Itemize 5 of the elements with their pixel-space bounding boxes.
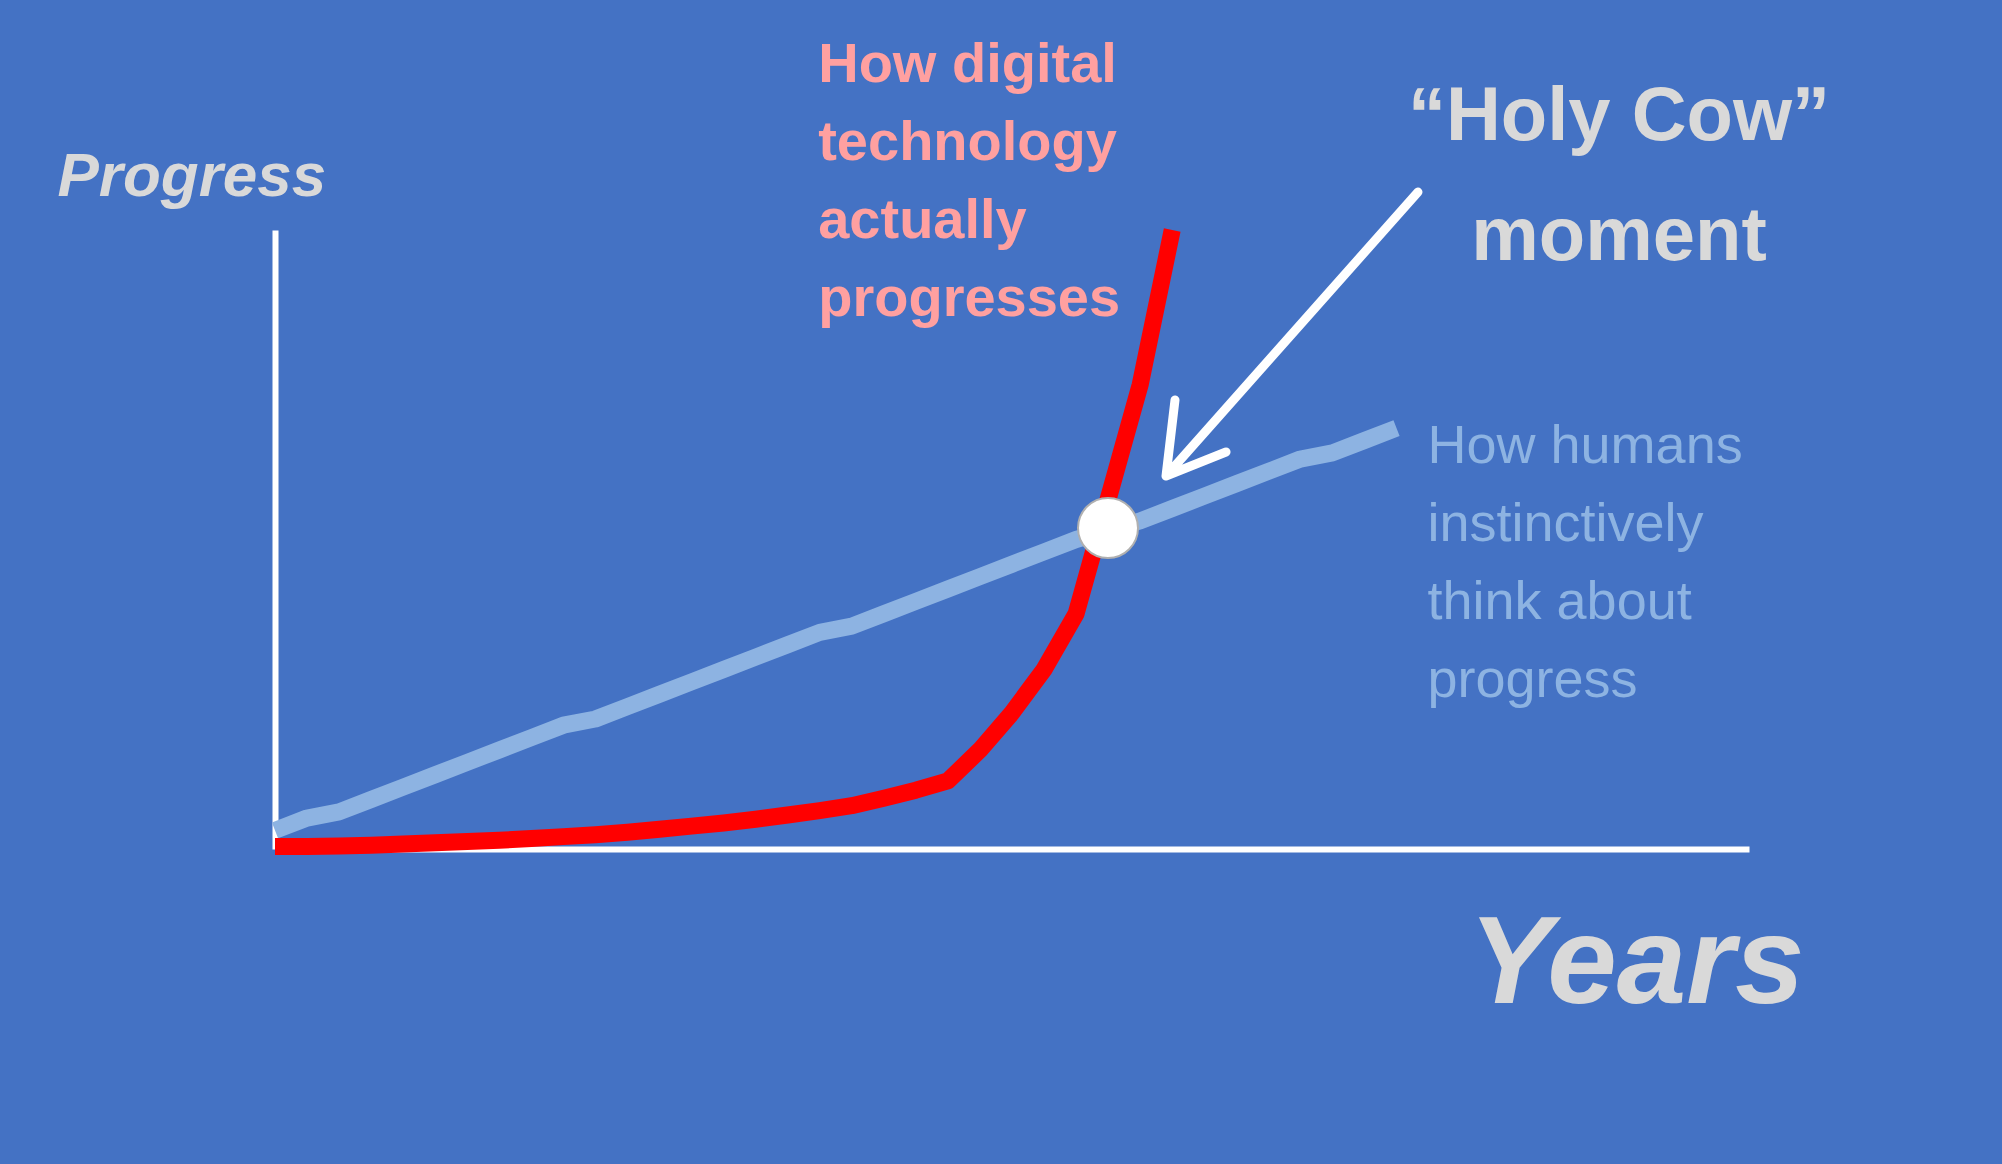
x-axis-title: Years — [1468, 889, 1805, 1029]
y-axis-title: Progress — [57, 139, 327, 209]
annotation: “Holy Cow” moment — [1407, 71, 1831, 276]
series-label: How digital technology actually progresses — [818, 31, 1121, 328]
series-label: How humans instinctively think about progress — [1427, 414, 1743, 709]
